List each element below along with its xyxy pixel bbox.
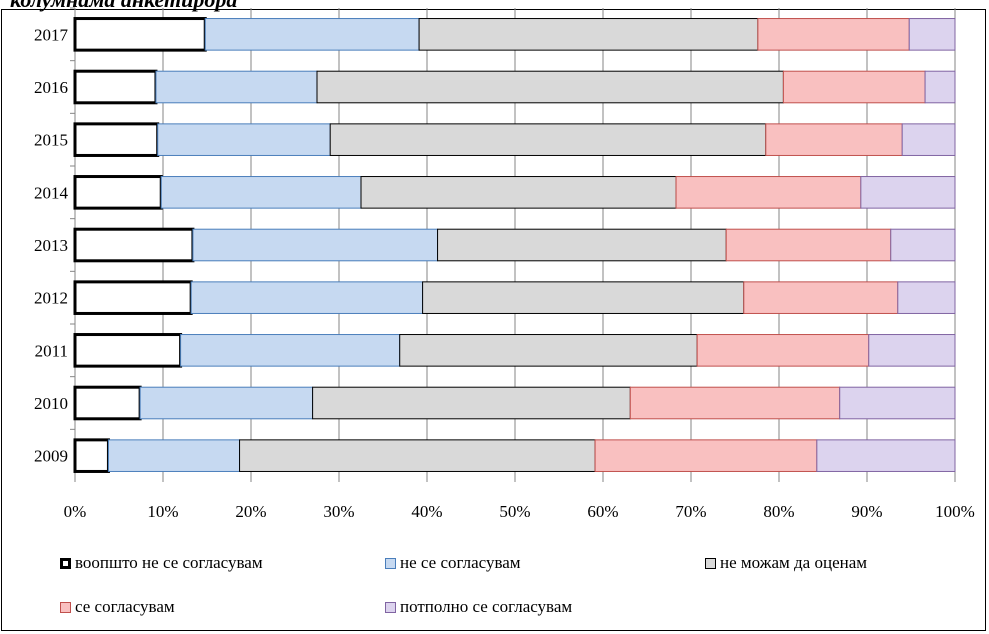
bar-segment — [157, 123, 331, 156]
bar-segment — [816, 439, 956, 472]
bar-segment — [73, 175, 163, 210]
bar-segment — [901, 123, 956, 156]
bar-segment — [629, 386, 841, 420]
x-tick-label: 10% — [147, 502, 178, 521]
bar-segment — [890, 228, 956, 262]
bar-segment — [329, 123, 767, 156]
x-tick-label: 20% — [235, 502, 266, 521]
bar-segment — [696, 334, 870, 367]
bar-segment — [73, 227, 195, 263]
x-tick-label: 90% — [851, 502, 882, 521]
bar-segment — [839, 386, 956, 420]
bar-segment — [437, 228, 727, 262]
bar-segment — [192, 228, 439, 262]
bar-segment — [107, 439, 241, 472]
bar-segment — [594, 439, 818, 472]
bar-segment — [316, 70, 784, 104]
bar-segment — [360, 176, 677, 209]
bar-segment — [139, 386, 314, 420]
x-tick-label: 30% — [323, 502, 354, 521]
bar-segment — [743, 281, 899, 314]
bar-segment — [924, 70, 956, 104]
bar-segment — [897, 281, 956, 314]
bar-segment — [204, 18, 420, 51]
y-tick-label: 2013 — [34, 236, 68, 255]
y-tick-label: 2015 — [34, 131, 68, 150]
bar-segment — [675, 176, 862, 209]
x-tick-label: 50% — [499, 502, 530, 521]
bar-segment — [73, 333, 183, 368]
bar-segment — [190, 281, 424, 314]
bar-segment — [180, 334, 401, 367]
bar-segment — [73, 280, 193, 315]
bar-segment — [908, 18, 956, 51]
bar-segment — [155, 70, 318, 104]
x-tick-label: 80% — [763, 502, 794, 521]
bar-segment — [725, 228, 892, 262]
bar-segment — [860, 176, 956, 209]
y-tick-label: 2017 — [34, 25, 69, 44]
x-tick-label: 100% — [935, 502, 975, 521]
bar-segment — [765, 123, 903, 156]
bar-segment — [399, 334, 698, 367]
bar-segment — [160, 176, 362, 209]
bar-segment — [868, 334, 956, 367]
bar-segment — [312, 386, 631, 420]
bar-segment — [757, 18, 910, 51]
chart-caption: колумнама анкетирора — [10, 0, 237, 12]
y-tick-label: 2014 — [34, 183, 69, 202]
x-tick-label: 70% — [675, 502, 706, 521]
bar-segment — [73, 69, 158, 105]
x-tick-label: 40% — [411, 502, 442, 521]
x-tick-label: 60% — [587, 502, 618, 521]
y-tick-label: 2010 — [34, 394, 68, 413]
chart-frame — [1, 9, 986, 631]
bar-segment — [73, 17, 207, 52]
x-tick-label: 0% — [64, 502, 87, 521]
y-tick-label: 2016 — [34, 78, 68, 97]
bar-segment — [73, 438, 110, 473]
bar-segment — [73, 385, 142, 421]
y-tick-label: 2011 — [35, 341, 68, 360]
bar-segment — [782, 70, 926, 104]
bar-segment — [239, 439, 596, 472]
bar-segment — [73, 122, 160, 157]
y-tick-label: 2012 — [34, 289, 68, 308]
bar-segment — [418, 18, 759, 51]
y-tick-label: 2009 — [34, 447, 68, 466]
bar-segment — [422, 281, 745, 314]
